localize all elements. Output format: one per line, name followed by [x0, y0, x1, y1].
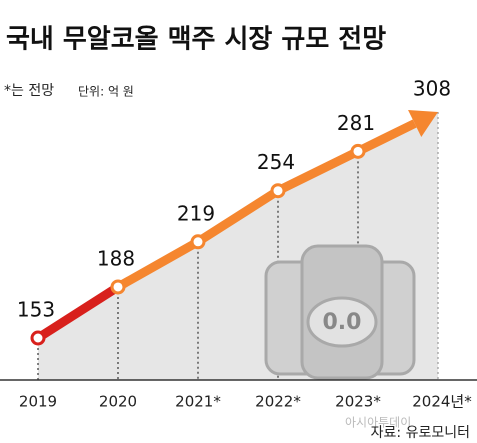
can-illustration: 0.0 — [264, 244, 416, 380]
data-label: 281 — [337, 111, 375, 135]
data-label: 254 — [257, 150, 295, 174]
watermark: 아시아투데이 — [345, 416, 411, 430]
x-tick-label: 2021* — [175, 393, 221, 411]
can-label — [306, 296, 378, 348]
data-label: 153 — [17, 298, 55, 322]
source: 자료: 유로모니터 — [371, 425, 470, 441]
point — [270, 183, 286, 199]
arrow-head — [408, 110, 438, 137]
point — [190, 234, 206, 250]
unit: 단위: 억 원 — [78, 85, 134, 99]
note: *는 전망 — [4, 83, 54, 99]
can-text: 0.0 — [323, 310, 362, 335]
point — [350, 143, 366, 159]
data-label: 308 — [413, 77, 451, 101]
x-tick-label: 2022* — [255, 393, 301, 411]
line-segment — [35, 283, 121, 342]
x-tick-label: 2023* — [335, 393, 381, 411]
point — [30, 330, 46, 346]
x-tick-label: 2019 — [19, 393, 57, 411]
chart-title: 국내 무알코올 맥주 시장 규모 전망 — [6, 25, 386, 55]
x-tick-label: 2024년* — [412, 393, 472, 411]
x-tick-label: 2020 — [99, 393, 137, 411]
point — [110, 279, 126, 295]
data-label: 188 — [97, 246, 135, 270]
data-label: 219 — [177, 201, 215, 225]
